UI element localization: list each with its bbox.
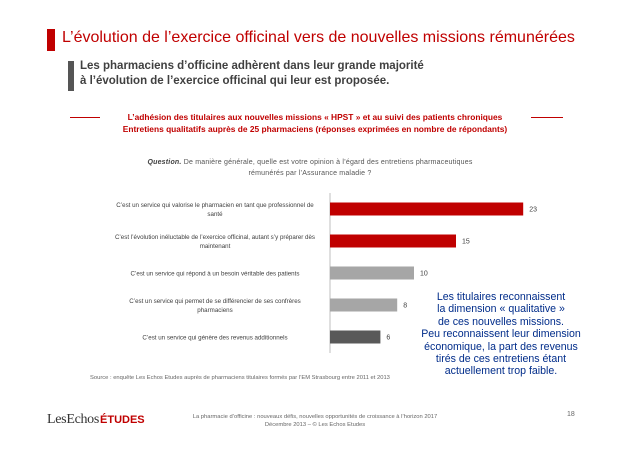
question-text-1: De manière générale, quelle est votre op…: [181, 159, 473, 166]
callout-line: tirés de ces entretiens étant: [435, 353, 567, 366]
category-label: C’est un service qui génère des revenus …: [142, 335, 287, 342]
footer-line-1: La pharmacie d’officine : nouveaux défis…: [192, 414, 438, 420]
page-title: L’évolution de l’exercice officinal vers…: [62, 29, 575, 46]
logo-part-1: LesEchos: [47, 412, 100, 427]
bar: [330, 298, 398, 312]
logo-part-2: ÉTUDES: [100, 414, 145, 426]
callout-line: Les titulaires reconnaissent: [436, 291, 566, 303]
bar: [330, 234, 456, 248]
study-line-2: Entretiens qualitatifs auprès de 25 phar…: [122, 124, 508, 134]
bar-value-label: 8: [403, 303, 407, 310]
rule-left: [70, 117, 100, 118]
category-label: maintenant: [200, 243, 231, 250]
study-description: L’adhésion des titulaires aux nouvelles …: [100, 111, 530, 135]
callout-line: de ces nouvelles missions.: [437, 315, 564, 328]
bar-value-label: 10: [420, 271, 428, 278]
subtitle-line-2: à l’évolution de l’exercice officinal qu…: [80, 75, 390, 87]
category-label: C’est un service qui valorise le pharmac…: [116, 202, 314, 209]
category-label: pharmaciens: [197, 307, 232, 314]
bar: [330, 266, 414, 280]
footer: La pharmacie d’officine : nouveaux défis…: [170, 413, 460, 429]
callout-line: actuellement trop faible.: [444, 365, 558, 378]
callout-line: Peu reconnaissent leur dimension: [421, 328, 581, 341]
category-label: santé: [207, 211, 223, 218]
subtitle-accent-bar: [68, 61, 74, 91]
study-line-1: L’adhésion des titulaires aux nouvelles …: [127, 112, 503, 122]
callout-line: la dimension « qualitative »: [437, 303, 565, 316]
bar-value-label: 15: [462, 239, 470, 246]
bar: [330, 330, 381, 344]
callout-box: Les titulaires reconnaissent la dimensio…: [416, 291, 586, 378]
rule-right: [531, 117, 563, 118]
bar-value-label: 6: [386, 335, 390, 342]
callout-line: économique, la part des revenus: [424, 340, 578, 353]
source-note: Source : enquête Les Echos Etudes auprès…: [90, 375, 390, 381]
survey-question: Question. De manière générale, quelle es…: [110, 157, 510, 179]
title-accent-bar: [47, 29, 55, 51]
category-label: C’est un service qui répond à un besoin …: [131, 271, 300, 278]
question-text-2: rémunérés par l’Assurance maladie ?: [248, 170, 372, 177]
page-subtitle: Les pharmaciens d’officine adhèrent dans…: [80, 59, 424, 89]
bar: [330, 202, 524, 216]
subtitle-line-1: Les pharmaciens d’officine adhèrent dans…: [80, 60, 424, 72]
footer-line-2: Décembre 2013 – © Les Echos Etudes: [264, 422, 366, 428]
bar-value-label: 23: [529, 207, 537, 214]
category-label: C’est l’évolution inéluctable de l’exerc…: [115, 234, 315, 241]
les-echos-etudes-logo: LesEchosÉTUDES: [47, 410, 145, 428]
question-label: Question.: [147, 159, 182, 166]
page-number: 18: [567, 411, 575, 418]
category-label: C’est un service qui permet de se différ…: [129, 298, 301, 305]
